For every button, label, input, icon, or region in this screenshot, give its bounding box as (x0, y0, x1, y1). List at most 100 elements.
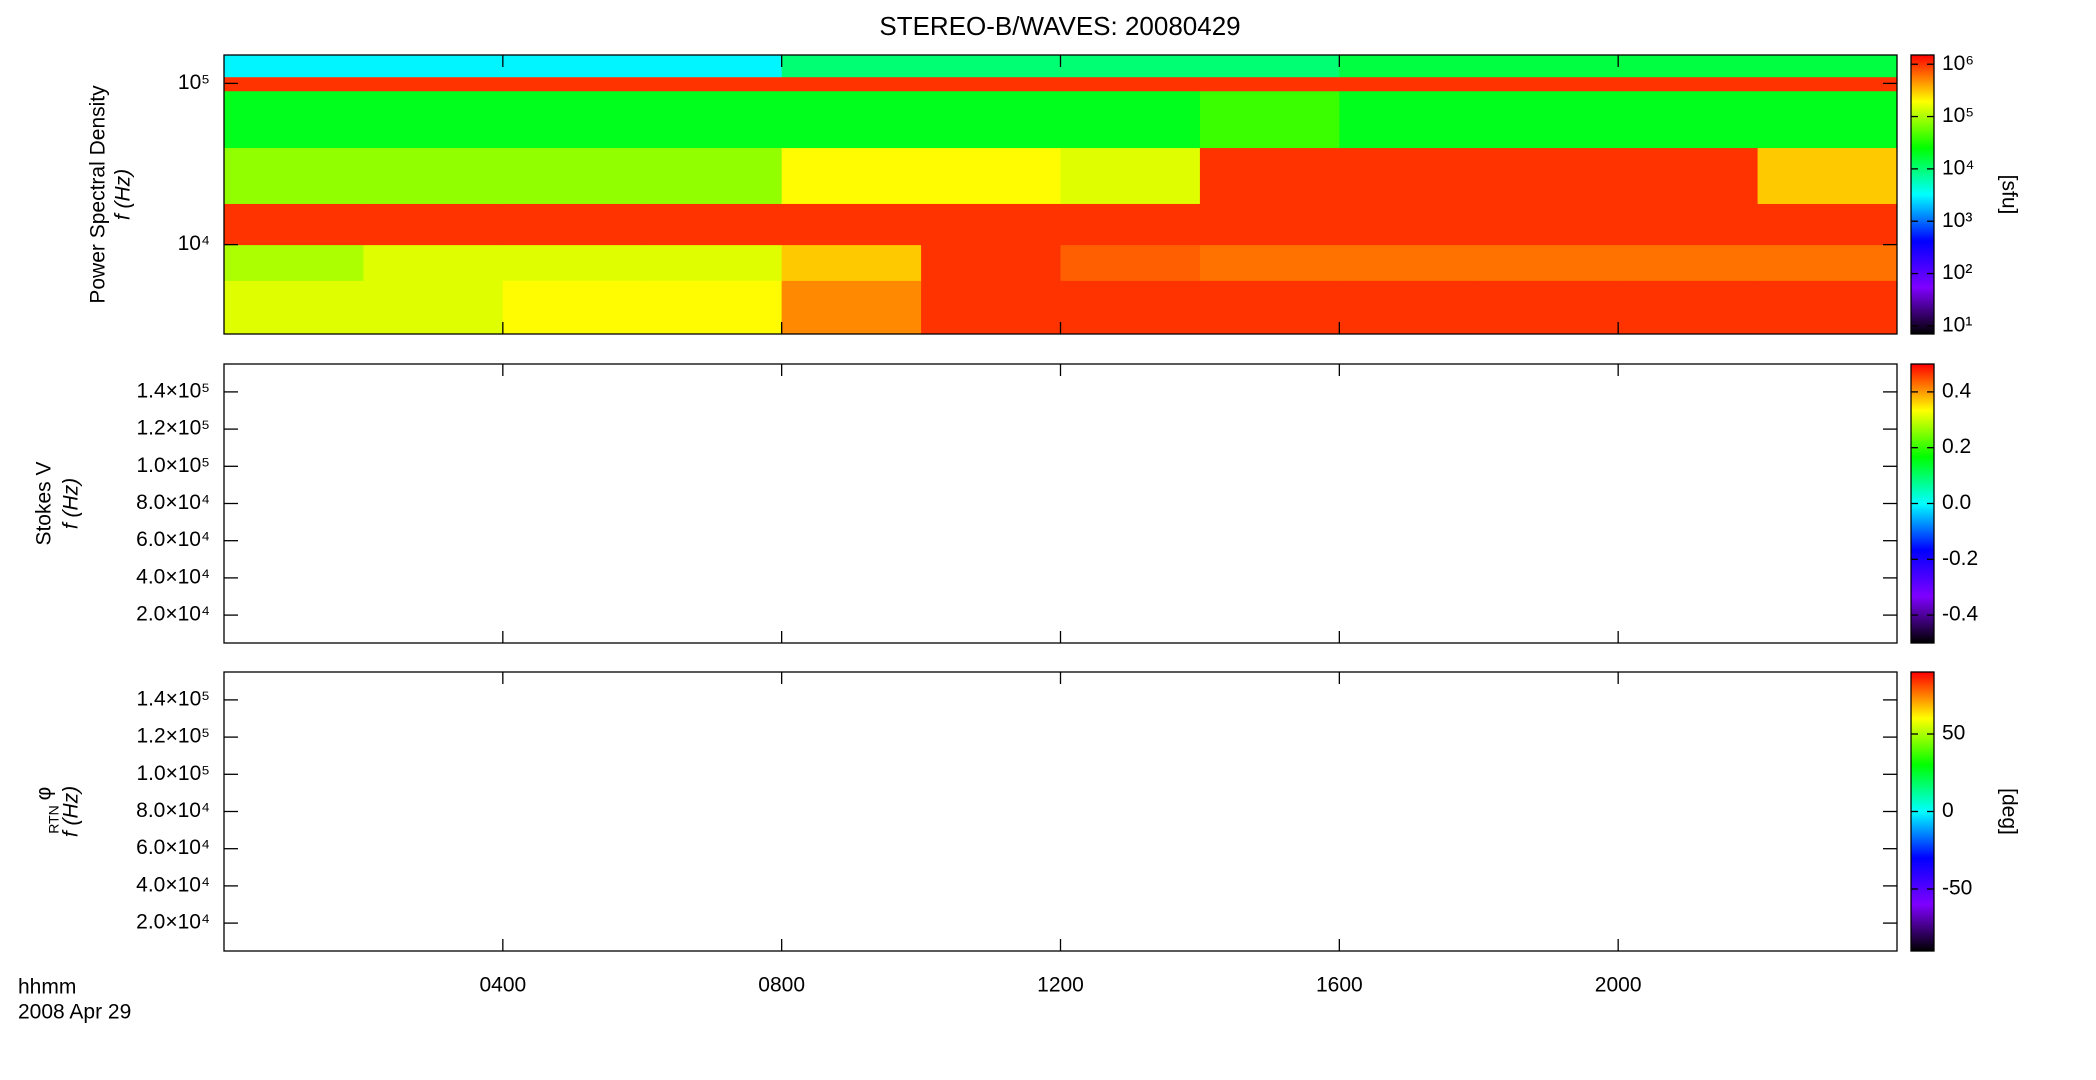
heatmap-cell (1757, 221, 1898, 246)
heatmap-cell (1060, 280, 1201, 335)
y-tick-label: 6.0×10⁴ (136, 836, 210, 859)
heatmap-cell (1339, 76, 1480, 92)
colorbar-label: [sfu] (1997, 175, 2020, 215)
heatmap-cell (1199, 147, 1340, 204)
heatmap-cell (1060, 76, 1201, 92)
heatmap-cell (1478, 203, 1619, 222)
heatmap-cell (363, 55, 504, 78)
heatmap-cell (1199, 90, 1340, 149)
heatmap-cell (921, 55, 1061, 78)
y-tick-label: 1.2×10⁵ (136, 417, 210, 440)
heatmap-cell (1618, 280, 1759, 335)
heatmap-cell (921, 76, 1061, 92)
heatmap-cell (921, 244, 1061, 281)
colorbar-tick-label: 0 (1942, 799, 1954, 822)
colorbar-tick-label: -0.4 (1942, 603, 1979, 626)
heatmap-cell (224, 90, 364, 149)
heatmap-cell (1060, 90, 1201, 149)
heatmap-cell (1339, 90, 1480, 149)
chart-title: STEREO-B/WAVES: 20080429 (879, 11, 1240, 41)
heatmap-cell (1339, 221, 1480, 246)
heatmap-cell (1060, 147, 1201, 204)
y-tick-label: 10⁵ (178, 71, 210, 94)
x-tick-label: 2000 (1595, 974, 1642, 997)
heatmap-cell (642, 280, 783, 335)
heatmap-cell (224, 203, 364, 222)
heatmap-cell (1199, 221, 1340, 246)
heatmap-cell (502, 221, 643, 246)
heatmap-cell (363, 90, 504, 149)
heatmap-cell (921, 221, 1061, 246)
colorbar-tick-label: 50 (1942, 722, 1965, 745)
heatmap-cell (1478, 221, 1619, 246)
y-tick-label: 6.0×10⁴ (136, 528, 210, 551)
heatmap-cell (781, 203, 922, 222)
colorbar (1910, 54, 1935, 335)
heatmap-cell (224, 221, 364, 246)
heatmap-cell (1478, 76, 1619, 92)
x-tick-label: 1200 (1037, 974, 1084, 997)
heatmap-cell (502, 90, 643, 149)
heatmap-cell (1757, 280, 1898, 335)
heatmap-cell (1339, 55, 1480, 78)
heatmap-cell (1757, 55, 1898, 78)
heatmap-cell (363, 203, 504, 222)
colorbar-tick-label: 0.0 (1942, 491, 1971, 514)
y-tick-label: 1.2×10⁵ (136, 725, 210, 748)
y-tick-label: 4.0×10⁴ (136, 873, 210, 896)
heatmap-cell (642, 76, 783, 92)
heatmap-cell (1060, 244, 1201, 281)
heatmap-cell (1339, 280, 1480, 335)
heatmap-cell (1199, 55, 1340, 78)
heatmap-cell (642, 203, 783, 222)
heatmap-cell (502, 55, 643, 78)
heatmap-cell (363, 244, 504, 281)
heatmap-cell (1618, 221, 1759, 246)
x-axis-label: hhmm (18, 976, 76, 999)
y-tick-label: 1.4×10⁵ (136, 379, 210, 402)
y-tick-label: 8.0×10⁴ (136, 799, 210, 822)
heatmap-cell (1757, 203, 1898, 222)
heatmap-cell (642, 244, 783, 281)
heatmap-cell (502, 76, 643, 92)
heatmap-cell (363, 147, 504, 204)
y-tick-label: 10⁴ (178, 232, 210, 255)
heatmap-cell (224, 55, 364, 78)
heatmap-cell (502, 147, 643, 204)
y-axis-label-subscript: RTN (46, 805, 62, 834)
colorbar-tick-label: 10⁵ (1942, 104, 1974, 127)
heatmap-cell (1339, 203, 1480, 222)
heatmap-cell (363, 221, 504, 246)
y-axis-label: f (Hz) (60, 478, 83, 529)
heatmap-cell (781, 76, 922, 92)
heatmap-cell (224, 147, 364, 204)
heatmap-cell (502, 203, 643, 222)
y-axis-label: f (Hz) (112, 169, 135, 220)
y-tick-label: 2.0×10⁴ (136, 603, 210, 626)
heatmap-cell (781, 55, 922, 78)
colorbar-tick-label: -50 (1942, 877, 1972, 900)
heatmap-cell (1618, 90, 1759, 149)
heatmap-cell (921, 203, 1061, 222)
heatmap-cell (1060, 203, 1201, 222)
heatmap-cell (1757, 147, 1898, 204)
heatmap-cell (1757, 244, 1898, 281)
heatmap-cell (502, 244, 643, 281)
heatmap-cell (1478, 147, 1619, 204)
date-label: 2008 Apr 29 (18, 1001, 131, 1024)
y-axis-label: Stokes V (33, 461, 56, 545)
heatmap-cell (1618, 203, 1759, 222)
y-tick-label: 1.0×10⁵ (136, 762, 210, 785)
y-tick-label: 1.4×10⁵ (136, 687, 210, 710)
heatmap-cell (1618, 244, 1759, 281)
heatmap-cell (224, 280, 364, 335)
y-tick-label: 2.0×10⁴ (136, 911, 210, 934)
x-tick-label: 0800 (758, 974, 805, 997)
plot-frame (223, 671, 1898, 952)
heatmap-cell (363, 280, 504, 335)
y-axis-label: f (Hz) (60, 786, 83, 837)
y-axis-label: Power Spectral Density (87, 85, 110, 304)
heatmap-cell (1478, 280, 1619, 335)
